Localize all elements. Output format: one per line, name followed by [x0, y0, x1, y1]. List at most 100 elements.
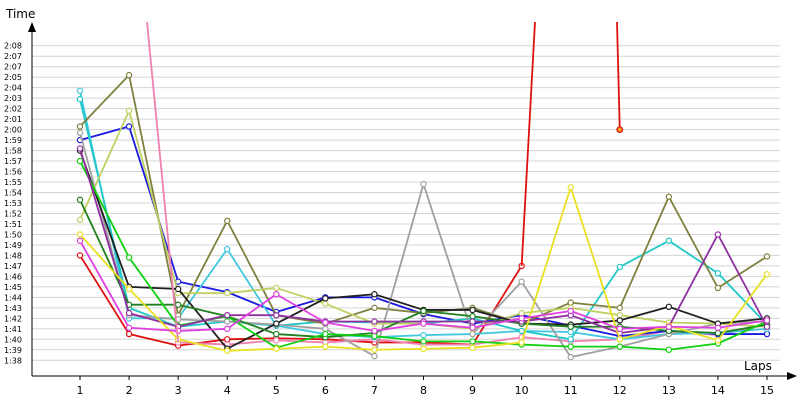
data-point	[567, 323, 574, 330]
data-point	[125, 254, 133, 261]
data-point	[420, 331, 427, 339]
data-point	[616, 304, 623, 312]
x-tick-label: 15	[760, 384, 774, 397]
x-tick-label: 3	[175, 384, 182, 397]
y-tick-label: 2:02	[4, 105, 22, 114]
y-tick-label: 2:05	[4, 73, 22, 82]
series-14	[76, 237, 771, 335]
data-point	[224, 289, 231, 297]
data-point	[76, 252, 84, 259]
data-point	[273, 311, 280, 319]
data-point	[567, 328, 574, 336]
y-tick-label: 1:40	[4, 335, 22, 344]
data-point	[616, 325, 623, 333]
series-line	[79, 98, 768, 341]
data-point	[125, 309, 133, 317]
data-point	[125, 107, 133, 114]
data-point	[469, 324, 476, 331]
data-point	[371, 346, 378, 353]
y-tick-label: 1:49	[4, 241, 22, 250]
y-tick-label: 1:50	[4, 230, 22, 239]
y-tick-label: 1:45	[4, 283, 22, 292]
y-tick-label: 1:47	[4, 262, 22, 271]
data-point	[371, 304, 378, 312]
data-point	[224, 245, 231, 253]
x-tick-label: 11	[564, 384, 578, 397]
data-point	[518, 327, 525, 335]
data-point	[371, 318, 378, 325]
y-tick-label: 1:42	[4, 314, 22, 323]
data-point	[125, 324, 133, 331]
data-point	[76, 129, 84, 136]
data-point	[567, 307, 574, 315]
y-tick-label: 1:44	[4, 293, 22, 302]
x-tick-label: 13	[662, 384, 676, 397]
data-point	[616, 126, 624, 134]
data-point	[273, 337, 280, 344]
data-point	[469, 344, 476, 351]
data-point	[420, 345, 427, 352]
y-tick-label: 1:38	[4, 356, 22, 365]
y-tick-label: 1:56	[4, 168, 22, 177]
data-point	[125, 330, 133, 338]
x-axis-label: Laps	[744, 359, 772, 373]
data-point	[224, 325, 231, 333]
y-tick-labels: 1:381:39 1:401:41 1:421:43 1:441:45 1:461:47…	[4, 42, 22, 366]
data-point	[665, 237, 673, 244]
y-tick-label: 1:43	[4, 304, 22, 313]
x-tick-label: 12	[613, 384, 627, 397]
data-point	[763, 317, 771, 324]
data-point	[322, 295, 329, 302]
data-point	[76, 237, 84, 244]
data-point	[518, 339, 525, 346]
y-tick-label: 2:04	[4, 84, 22, 93]
data-point	[273, 345, 280, 352]
data-point	[567, 184, 574, 191]
y-axis-arrow	[28, 22, 36, 32]
data-point	[174, 301, 182, 308]
data-point	[420, 307, 427, 315]
y-tick-label: 2:08	[4, 42, 22, 51]
data-point	[322, 319, 329, 326]
data-point	[125, 123, 133, 130]
y-tick-label: 1:59	[4, 136, 22, 145]
y-tick-label: 2:01	[4, 115, 22, 124]
data-point	[469, 318, 476, 325]
data-point	[616, 317, 623, 324]
y-tick-label: 1:51	[4, 220, 22, 229]
series-line-offscale	[146, 21, 180, 343]
data-point	[469, 306, 476, 314]
data-point	[76, 145, 84, 152]
series-line	[79, 240, 768, 332]
y-tick-label: 1:52	[4, 209, 22, 218]
y-tick-label: 1:39	[4, 346, 22, 355]
data-point	[76, 196, 84, 204]
y-axis-label: Time	[5, 7, 35, 21]
data-point	[714, 329, 722, 337]
series-6	[76, 71, 771, 327]
data-point	[518, 315, 525, 322]
data-point	[125, 285, 133, 293]
data-point	[616, 263, 623, 271]
data-point	[420, 180, 427, 188]
data-point	[763, 253, 771, 260]
data-point	[174, 285, 182, 293]
data-point	[469, 313, 476, 320]
data-point	[273, 330, 280, 338]
y-tick-label: 1:57	[4, 157, 22, 166]
data-point	[322, 343, 329, 350]
data-point	[616, 336, 623, 343]
data-point	[224, 336, 231, 343]
data-point	[322, 300, 329, 307]
data-point	[224, 318, 231, 325]
data-point	[420, 320, 427, 327]
data-point	[371, 327, 378, 335]
y-tick-label: 2:03	[4, 94, 22, 103]
y-tick-label: 2:00	[4, 126, 22, 135]
y-tick-label: 1:41	[4, 325, 22, 334]
data-point	[76, 95, 84, 103]
series-line	[79, 254, 523, 347]
data-point	[273, 284, 280, 292]
series-line	[79, 90, 768, 341]
data-point	[469, 338, 476, 345]
